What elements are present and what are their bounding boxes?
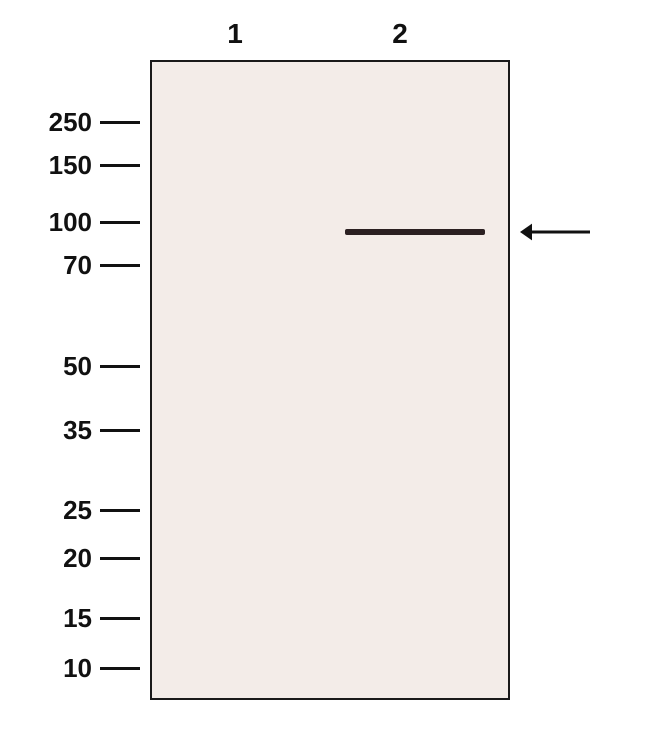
mw-label-50: 50 — [0, 351, 92, 382]
band-lane2-0 — [345, 229, 485, 235]
mw-tick-150 — [100, 164, 140, 167]
blot-frame — [150, 60, 510, 700]
mw-tick-10 — [100, 667, 140, 670]
mw-tick-100 — [100, 221, 140, 224]
mw-label-150: 150 — [0, 150, 92, 181]
mw-label-20: 20 — [0, 543, 92, 574]
lane-label-2: 2 — [385, 18, 415, 50]
mw-label-25: 25 — [0, 495, 92, 526]
mw-label-15: 15 — [0, 603, 92, 634]
mw-tick-50 — [100, 365, 140, 368]
mw-tick-35 — [100, 429, 140, 432]
mw-label-35: 35 — [0, 415, 92, 446]
mw-tick-70 — [100, 264, 140, 267]
lane-label-1: 1 — [220, 18, 250, 50]
mw-tick-20 — [100, 557, 140, 560]
mw-tick-25 — [100, 509, 140, 512]
mw-label-70: 70 — [0, 250, 92, 281]
mw-label-100: 100 — [0, 207, 92, 238]
figure-canvas: 1 2 250 150 100 70 50 35 25 20 15 10 — [0, 0, 650, 732]
mw-tick-250 — [100, 121, 140, 124]
mw-label-250: 250 — [0, 107, 92, 138]
mw-tick-15 — [100, 617, 140, 620]
mw-label-10: 10 — [0, 653, 92, 684]
